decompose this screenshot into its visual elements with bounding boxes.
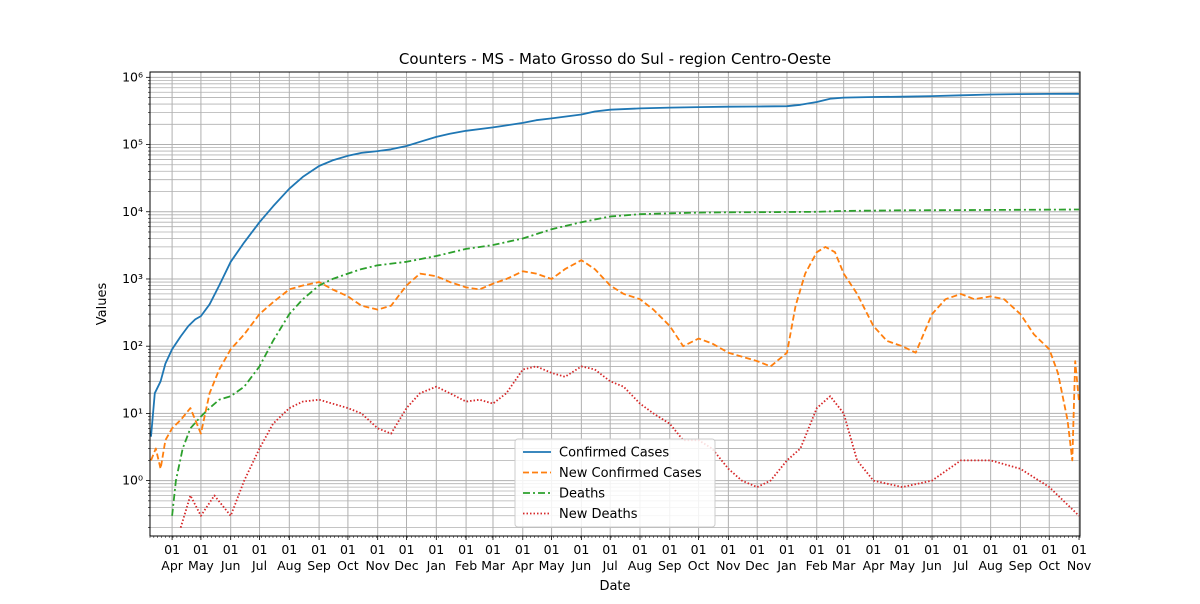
y-axis-label: Values [95, 283, 110, 326]
x-tick-month: Dec [745, 558, 769, 573]
x-tick-day: 01 [399, 542, 415, 557]
x-tick-month: Oct [688, 558, 710, 573]
x-tick-day: 01 [1041, 542, 1057, 557]
legend-box [514, 438, 716, 528]
x-tick-month: Jun [571, 558, 592, 573]
x-tick-month: Aug [277, 558, 301, 573]
x-tick-day: 01 [865, 542, 881, 557]
x-tick-month: Apr [863, 558, 885, 573]
x-tick-day: 01 [544, 542, 560, 557]
x-tick-month: Jan [776, 558, 796, 573]
x-tick-day: 01 [340, 542, 356, 557]
x-tick-day: 01 [370, 542, 386, 557]
x-tick-day: 01 [515, 542, 531, 557]
x-tick-month: Oct [1038, 558, 1060, 573]
legend-label-3: New Deaths [559, 507, 638, 522]
x-tick-month: Apr [512, 558, 534, 573]
x-tick-month: Jun [921, 558, 942, 573]
x-tick-day: 01 [1071, 542, 1087, 557]
x-tick-month: Jul [952, 558, 968, 573]
x-tick-month: Nov [365, 558, 390, 573]
legend-label-2: Deaths [559, 487, 605, 502]
x-tick-day: 01 [809, 542, 825, 557]
legend-label-1: New Confirmed Cases [559, 466, 702, 481]
x-tick-month: Mar [832, 558, 856, 573]
x-tick-month: Jul [602, 558, 618, 573]
y-tick-label: 10⁵ [122, 137, 143, 152]
x-tick-month: Oct [337, 558, 359, 573]
x-tick-month: Aug [628, 558, 652, 573]
y-tick-label: 10³ [122, 271, 143, 286]
x-tick-day: 01 [720, 542, 736, 557]
x-tick-month: Jan [426, 558, 446, 573]
x-tick-month: Mar [481, 558, 505, 573]
x-tick-month: Apr [161, 558, 183, 573]
x-tick-day: 01 [662, 542, 678, 557]
x-tick-day: 01 [632, 542, 648, 557]
x-tick-day: 01 [193, 542, 209, 557]
x-tick-month: Sep [658, 558, 682, 573]
x-tick-month: Feb [806, 558, 828, 573]
x-tick-month: May [889, 558, 915, 573]
y-tick-label: 10⁶ [122, 69, 143, 84]
x-tick-day: 01 [223, 542, 239, 557]
x-tick-month: Dec [394, 558, 418, 573]
y-tick-label: 10⁴ [122, 204, 143, 219]
series-line-3 [179, 365, 1080, 528]
x-tick-day: 01 [252, 542, 268, 557]
x-tick-day: 01 [924, 542, 940, 557]
x-tick-day: 01 [485, 542, 501, 557]
x-tick-month: Sep [307, 558, 331, 573]
x-tick-day: 01 [1012, 542, 1028, 557]
series-line-0 [150, 92, 1080, 437]
chart-title: Counters - MS - Mato Grosso do Sul - reg… [399, 50, 831, 68]
x-tick-month: May [539, 558, 565, 573]
x-tick-month: Jun [220, 558, 241, 573]
x-tick-day: 01 [164, 542, 180, 557]
x-tick-month: Feb [455, 558, 477, 573]
x-tick-month: Jul [251, 558, 267, 573]
legend: Confirmed Cases New Confirmed Cases Deaths… [514, 438, 716, 528]
legend-label-0: Confirmed Cases [559, 446, 669, 461]
x-tick-day: 01 [894, 542, 910, 557]
series-line-1 [150, 246, 1080, 470]
x-tick-day: 01 [311, 542, 327, 557]
x-tick-day: 01 [691, 542, 707, 557]
x-tick-day: 01 [458, 542, 474, 557]
x-tick-month: Nov [716, 558, 741, 573]
x-tick-month: May [188, 558, 214, 573]
x-tick-day: 01 [281, 542, 297, 557]
x-tick-day: 01 [602, 542, 618, 557]
y-axis: 10⁰ 10¹ 10² 10³ 10⁴ 10⁵ 10⁶ [122, 69, 150, 528]
x-axis: 01Apr01May01Jun01Jul01Aug01Sep01Oct01Nov… [149, 536, 1092, 573]
x-axis-label: Date [599, 579, 630, 594]
x-tick-day: 01 [749, 542, 765, 557]
x-tick-day: 01 [573, 542, 589, 557]
x-tick-day: 01 [428, 542, 444, 557]
x-tick-day: 01 [779, 542, 795, 557]
series-line-2 [171, 208, 1080, 516]
x-tick-day: 01 [983, 542, 999, 557]
y-tick-label: 10² [122, 338, 143, 353]
x-tick-month: Sep [1009, 558, 1033, 573]
y-tick-label: 10⁰ [122, 473, 143, 488]
x-tick-month: Nov [1067, 558, 1092, 573]
x-tick-month: Aug [978, 558, 1002, 573]
y-tick-label: 10¹ [122, 405, 143, 420]
x-tick-day: 01 [836, 542, 852, 557]
x-tick-day: 01 [953, 542, 969, 557]
plot-lines [150, 92, 1080, 528]
